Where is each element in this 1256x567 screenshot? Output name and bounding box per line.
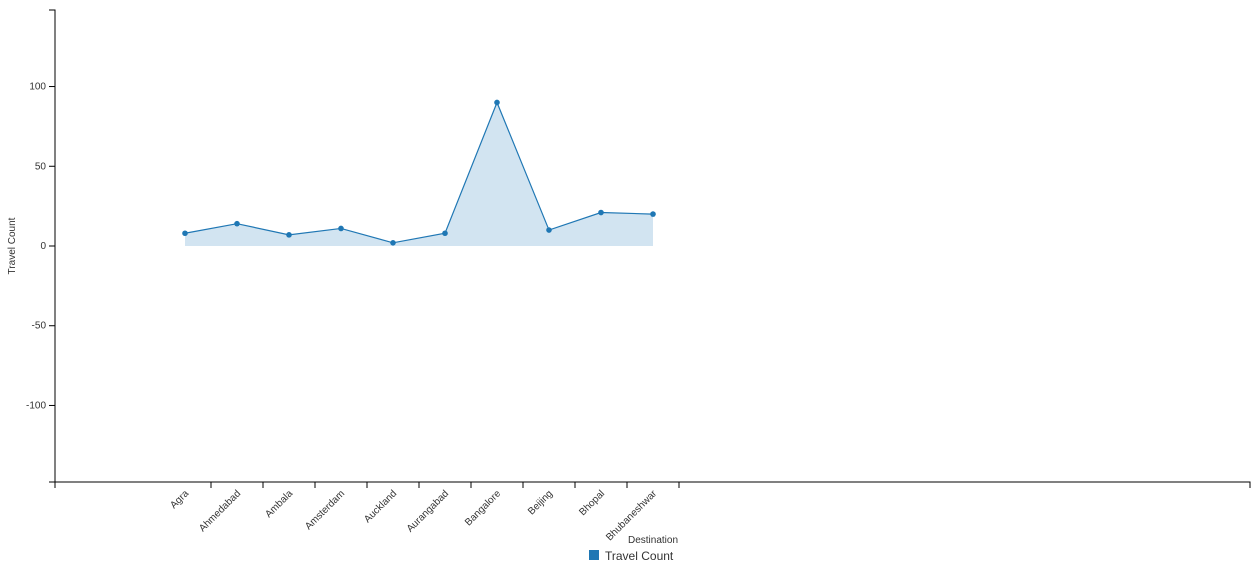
y-tick-label: 50 (35, 161, 47, 172)
point (598, 209, 604, 216)
x-tick-label: Beijing (526, 488, 555, 517)
x-tick-label: Ambala (263, 488, 295, 520)
x-tick-label: Agra (168, 488, 191, 511)
x-tick-label: Auckland (362, 488, 399, 525)
y-tick-label: 0 (40, 241, 46, 252)
point (442, 230, 448, 237)
point (390, 240, 396, 246)
x-tick-label: Bangalore (463, 488, 503, 528)
area (185, 102, 653, 247)
point (494, 99, 500, 106)
line (184, 100, 654, 244)
point (338, 225, 344, 232)
x-tick-label: Bhopal (577, 488, 607, 518)
point (546, 227, 552, 233)
x-tick-label: Amsterdam (303, 488, 347, 532)
point (286, 232, 292, 238)
y-tick-label: -50 (32, 321, 47, 332)
legend-swatch (589, 550, 599, 560)
x-tick-label: Ahmedabad (197, 488, 243, 534)
x-axis-label: Destination (628, 535, 678, 546)
y-axis-label: Travel Count (7, 217, 18, 274)
point (182, 230, 188, 237)
x-tick-label: Aurangabad (405, 488, 451, 534)
legend-label: Travel Count (605, 549, 674, 563)
point (234, 220, 240, 227)
y-tick-label: -100 (26, 400, 46, 411)
point (650, 211, 656, 217)
x-axis (54, 481, 1251, 488)
y-tick-label: 100 (29, 82, 46, 93)
